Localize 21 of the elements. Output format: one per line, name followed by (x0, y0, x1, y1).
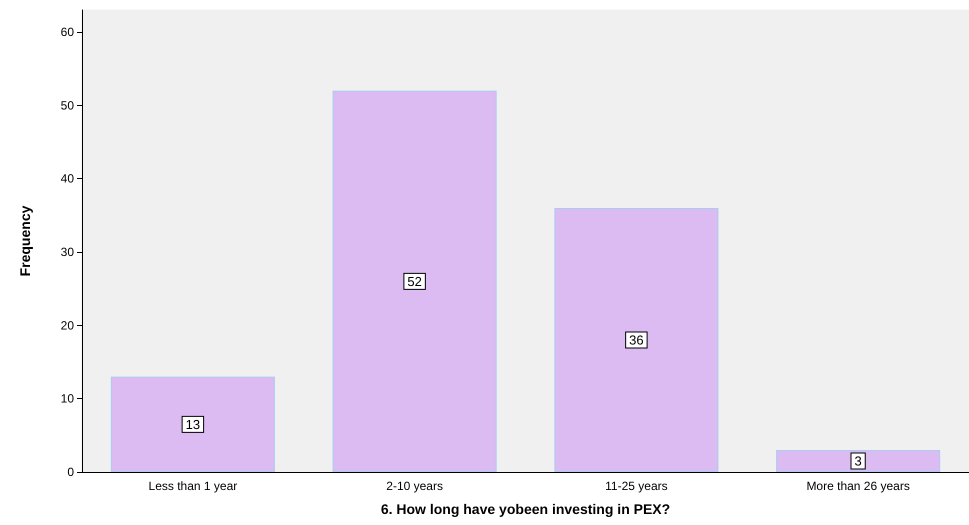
x-axis-title: 6. How long have yobeen investing in PEX? (380, 501, 670, 517)
y-tick-label: 30 (60, 245, 74, 259)
x-tick-label: 2-10 years (386, 479, 443, 493)
y-tick-label: 10 (60, 392, 74, 406)
data-label: 13 (186, 416, 200, 432)
bar (776, 450, 940, 472)
x-tick-label: 11-25 years (605, 479, 668, 493)
x-tick-label: Less than 1 year (148, 479, 238, 493)
data-label: 36 (629, 332, 644, 348)
y-tick-label: 20 (60, 318, 74, 332)
data-label: 52 (407, 274, 422, 289)
bar (332, 90, 497, 472)
bar (110, 376, 275, 472)
y-tick-label: 40 (60, 172, 74, 186)
bar (554, 208, 718, 472)
x-tick-label: More than 26 years (806, 479, 910, 493)
data-label: 3 (854, 454, 862, 468)
y-tick-label: 60 (60, 25, 74, 39)
y-axis-title: Frequency (17, 205, 33, 276)
y-tick-label: 0 (67, 465, 74, 479)
y-tick-label: 50 (60, 98, 74, 112)
